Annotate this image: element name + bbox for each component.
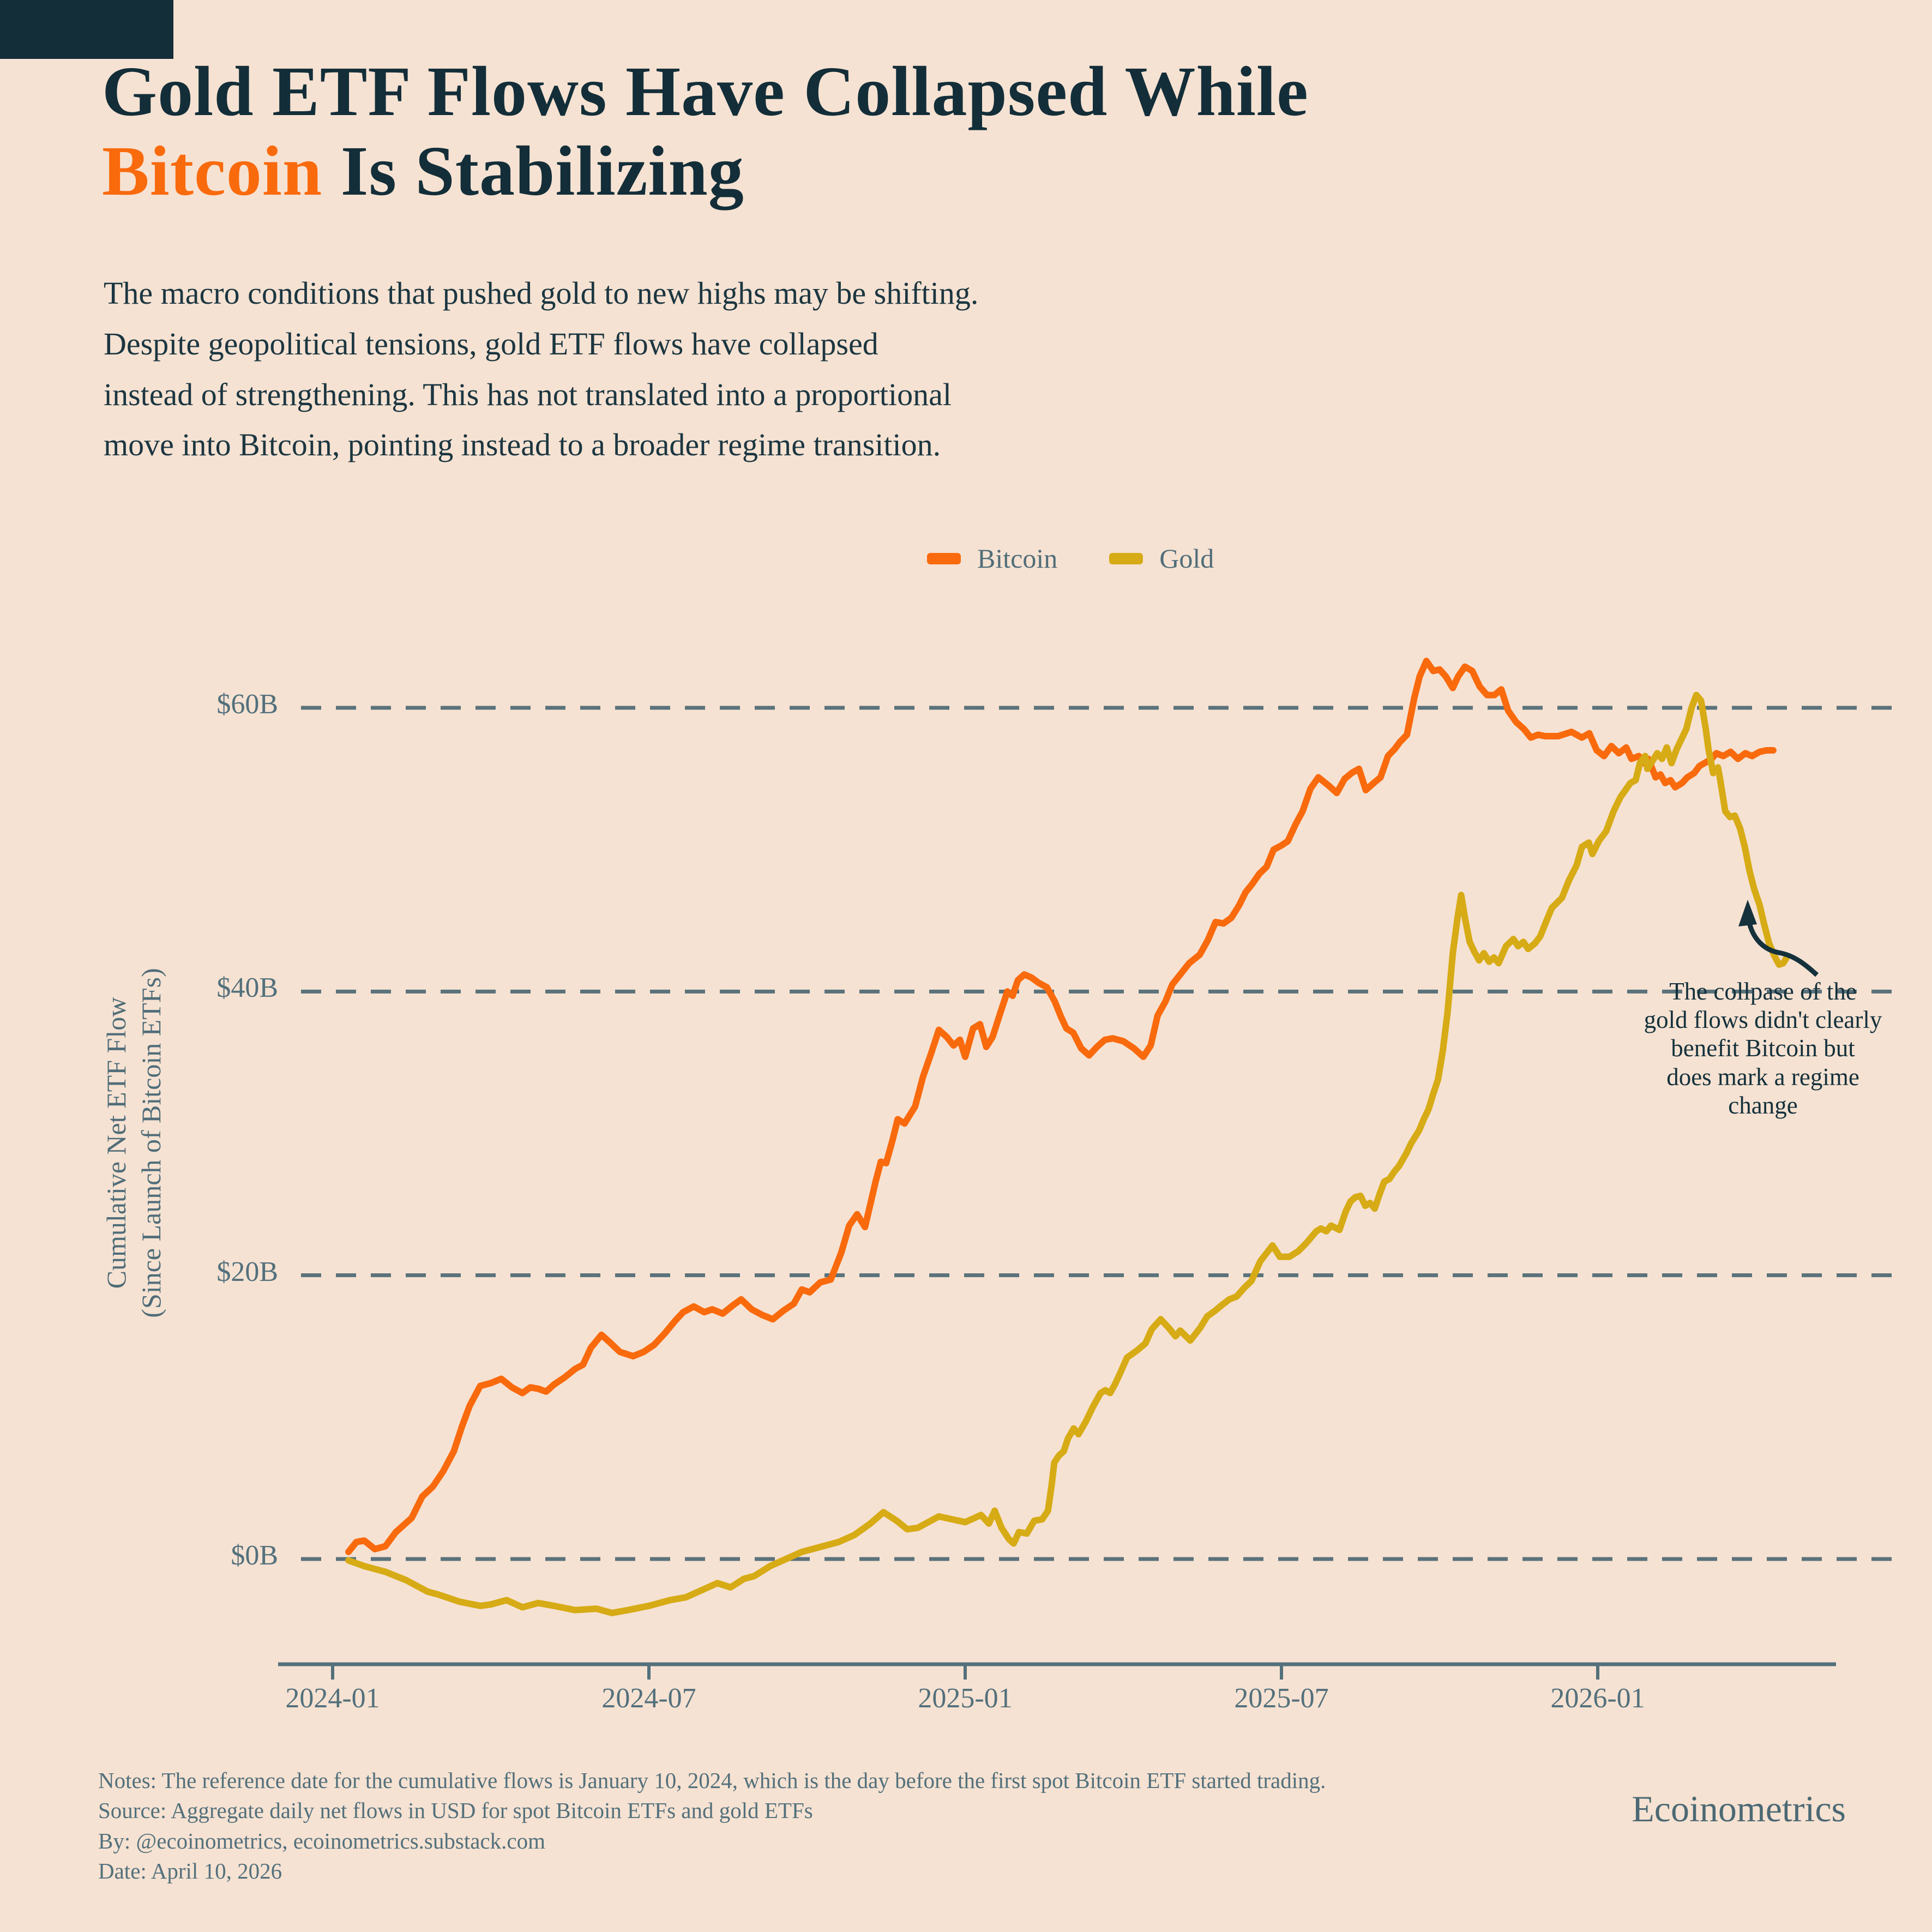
footer-notes-line: Notes: The reference date for the cumula…: [98, 1768, 1326, 1793]
x-tick-label-2024-07: 2024-07: [601, 1683, 696, 1714]
subtitle-line: instead of strengthening. This has not t…: [104, 376, 952, 412]
gold-swatch-icon: [1109, 552, 1143, 564]
x-tick-label-2025-07: 2025-07: [1234, 1683, 1329, 1714]
subtitle-line: The macro conditions that pushed gold to…: [104, 275, 979, 311]
annotation-line: does mark a regime: [1666, 1063, 1859, 1091]
footer-date-line: Date: April 10, 2026: [98, 1858, 282, 1884]
x-tick-label-2025-01: 2025-01: [918, 1683, 1013, 1714]
y-axis-title: Cumulative Net ETF Flow (Since Launch of…: [99, 827, 168, 1459]
x-axis-tickmarks: [331, 1664, 1599, 1680]
annotation-arrowhead-icon: [1738, 900, 1757, 926]
title-bitcoin-highlight: Bitcoin: [102, 131, 323, 210]
title-line2: Bitcoin Is Stabilizing: [102, 132, 1309, 212]
annotation-line: The collpase of the: [1669, 978, 1857, 1005]
gold-line: [345, 691, 1791, 1616]
legend-item-bitcoin: Bitcoin: [927, 543, 1057, 574]
legend-item-gold: Gold: [1109, 543, 1214, 574]
subtitle: The macro conditions that pushed gold to…: [104, 268, 978, 471]
page-title: Gold ETF Flows Have Collapsed While Bitc…: [102, 52, 1309, 211]
annotation-line: change: [1728, 1091, 1798, 1119]
bitcoin-swatch-icon: [927, 552, 961, 564]
footer-byline: By: @ecoinometrics, ecoinometrics.substa…: [98, 1828, 545, 1853]
y-tick-label-0b: $0B: [231, 1540, 278, 1571]
bitcoin-line: [345, 658, 1777, 1555]
title-line2-rest: Is Stabilizing: [322, 131, 744, 210]
x-tick-label-2026-01: 2026-01: [1550, 1683, 1645, 1714]
annotation-text: The collpase of the gold flows didn't cl…: [1604, 977, 1922, 1120]
x-tick-label-2024-01: 2024-01: [285, 1683, 380, 1714]
y-axis-title-line1: Cumulative Net ETF Flow: [101, 997, 131, 1289]
legend-label-bitcoin: Bitcoin: [977, 543, 1058, 574]
corner-accent-block: [0, 0, 173, 59]
y-tick-label-60b: $60B: [216, 689, 278, 720]
title-line1: Gold ETF Flows Have Collapsed While: [102, 52, 1309, 131]
y-tick-label-40b: $40B: [216, 972, 278, 1004]
footer-notes: Notes: The reference date for the cumula…: [98, 1766, 1326, 1886]
legend-label-gold: Gold: [1159, 543, 1214, 574]
subtitle-line: Despite geopolitical tensions, gold ETF …: [104, 326, 878, 362]
annotation-line: benefit Bitcoin but: [1671, 1034, 1855, 1062]
brand-wordmark: Ecoinometrics: [1632, 1788, 1846, 1829]
y-tick-label-20b: $20B: [216, 1256, 278, 1287]
footer-source-line: Source: Aggregate daily net flows in USD…: [98, 1798, 813, 1823]
annotation-line: gold flows didn't clearly: [1644, 1006, 1882, 1034]
gridlines: [301, 706, 1904, 1561]
subtitle-line: move into Bitcoin, pointing instead to a…: [104, 427, 941, 463]
y-axis-title-line2: (Since Launch of Bitcoin ETFs): [136, 968, 166, 1318]
annotation-arrow: [1746, 919, 1819, 977]
chart-legend: Bitcoin Gold: [927, 543, 1214, 574]
